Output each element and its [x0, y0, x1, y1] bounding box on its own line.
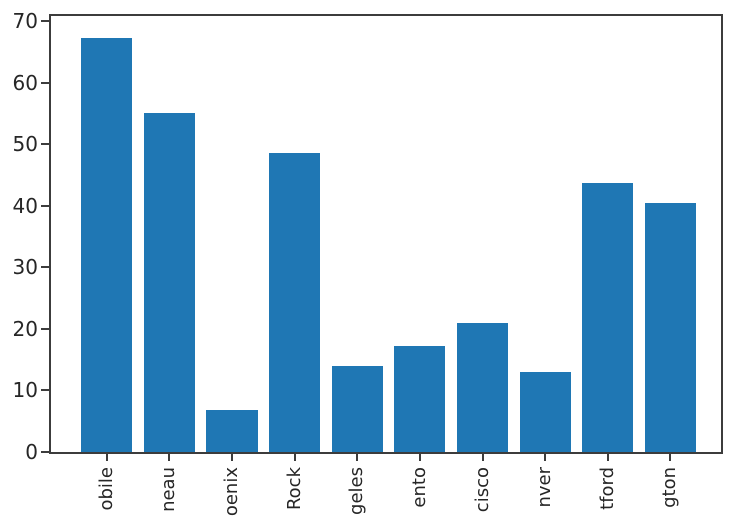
- y-tick-label: 50: [12, 132, 38, 157]
- bar: [268, 152, 321, 452]
- x-tick-mark: [606, 453, 609, 461]
- bar: [331, 366, 383, 452]
- x-tick-mark: [105, 453, 108, 461]
- bar: [582, 182, 634, 452]
- x-tick-mark: [481, 453, 484, 461]
- x-tick-label: tford: [596, 467, 618, 510]
- x-tick-mark: [231, 453, 233, 461]
- x-tick-label: nver: [534, 467, 556, 508]
- x-tick-label: cisco: [471, 467, 493, 513]
- x-tick-mark: [356, 453, 359, 461]
- y-tick-label: 30: [12, 255, 38, 280]
- y-tick-label: 0: [25, 440, 38, 464]
- bar: [519, 372, 571, 452]
- y-tick-mark: [41, 81, 49, 84]
- x-tick-mark: [544, 453, 547, 461]
- x-tick-label: neau: [158, 467, 180, 512]
- y-tick-mark: [41, 451, 49, 453]
- bar: [81, 38, 133, 452]
- bar: [394, 346, 446, 452]
- x-tick-mark: [669, 453, 672, 461]
- bar: [206, 410, 258, 452]
- y-tick-mark: [41, 143, 49, 146]
- y-tick-mark: [41, 204, 49, 207]
- bar: [644, 203, 696, 452]
- bar: [143, 113, 195, 452]
- y-tick-mark: [41, 266, 49, 269]
- x-tick-label: gton: [659, 467, 681, 508]
- y-tick-label: 20: [12, 316, 38, 341]
- y-tick-mark: [41, 389, 49, 392]
- y-tick-label: 40: [12, 193, 38, 218]
- x-tick-mark: [418, 453, 421, 461]
- x-tick-mark: [168, 453, 171, 461]
- x-tick-label: oenix: [221, 467, 242, 517]
- x-tick-label: ento: [408, 467, 430, 508]
- y-tick-label: 70: [12, 9, 38, 33]
- y-tick-label: 10: [12, 378, 38, 403]
- x-tick-label: geles: [346, 467, 368, 515]
- bar: [456, 323, 509, 452]
- x-tick-mark: [293, 453, 296, 461]
- x-tick-label: obile: [95, 467, 117, 511]
- y-tick-mark: [41, 327, 49, 330]
- y-tick-label: 60: [12, 70, 38, 95]
- x-tick-label: Rock: [283, 467, 305, 511]
- y-tick-mark: [41, 20, 49, 22]
